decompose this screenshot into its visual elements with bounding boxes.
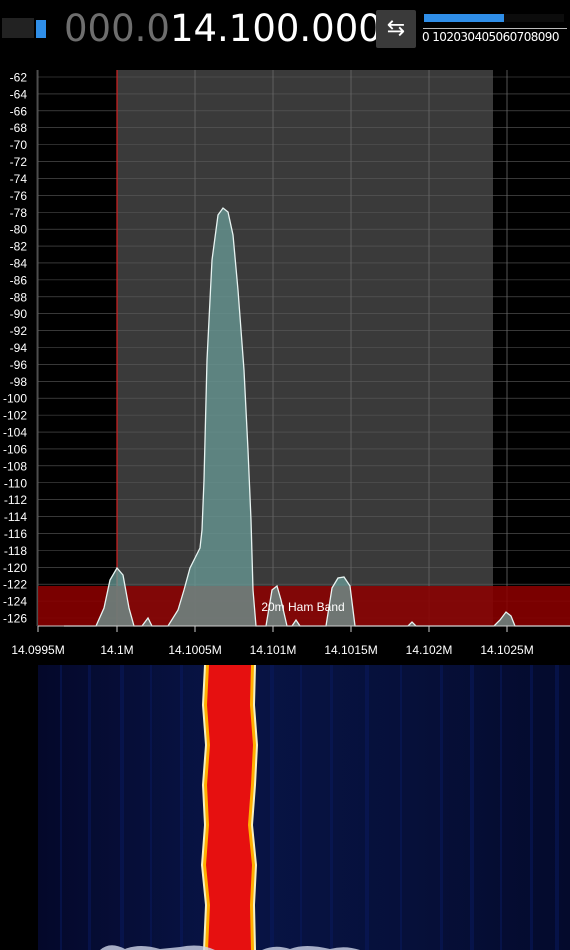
passband-region[interactable] xyxy=(117,70,493,626)
y-tick-label: -98 xyxy=(10,375,28,389)
band-label: 20m Ham Band xyxy=(261,600,344,614)
waterfall-noise-stripe xyxy=(555,665,559,950)
y-tick-label: -62 xyxy=(10,71,28,85)
swap-arrows-icon: ⇆ xyxy=(386,16,406,41)
y-tick-label: -102 xyxy=(3,409,27,423)
x-tick-label: 14.1005M xyxy=(168,643,221,657)
y-tick-label: -110 xyxy=(4,476,27,490)
y-tick-label: -66 xyxy=(10,104,28,118)
y-tick-label: -74 xyxy=(10,172,28,186)
waterfall-noise-stripe xyxy=(150,665,152,950)
x-tick-label: 14.101M xyxy=(250,643,297,657)
y-tick-label: -118 xyxy=(4,544,27,558)
y-tick-label: -100 xyxy=(3,392,27,406)
y-tick-label: -70 xyxy=(10,138,28,152)
y-tick-label: -112 xyxy=(4,493,27,507)
x-tick-label: 14.1015M xyxy=(324,643,377,657)
y-tick-label: -122 xyxy=(3,578,27,592)
waterfall-noise-stripe xyxy=(400,665,402,950)
waterfall-noise-stripe xyxy=(530,665,533,950)
waterfall-noise-stripe xyxy=(470,665,474,950)
frequency-leading-digits[interactable]: 000.0 xyxy=(64,7,170,50)
y-tick-label: -126 xyxy=(3,612,27,626)
waterfall-noise-stripe xyxy=(270,665,274,950)
y-tick-label: -72 xyxy=(10,155,28,169)
y-tick-label: -116 xyxy=(4,527,27,541)
waterfall-noise-stripe xyxy=(365,665,369,950)
waterfall-signal-core xyxy=(206,665,253,950)
y-tick-label: -78 xyxy=(10,206,28,220)
x-tick-label: 14.1025M xyxy=(480,643,533,657)
y-tick-label: -104 xyxy=(3,426,27,440)
y-tick-label: -108 xyxy=(3,459,27,473)
spectrum-plot[interactable]: 20m Ham Band -62 -64 -66 -68 -70 -72 -74 -76 -78… xyxy=(0,60,570,665)
x-tick-label: 14.102M xyxy=(406,643,453,657)
y-tick-label: -84 xyxy=(10,256,28,270)
y-tick-label: -90 xyxy=(10,307,28,321)
y-tick-label: -88 xyxy=(10,290,28,304)
waterfall-noise-stripe xyxy=(330,665,333,950)
waterfall-noise-stripe xyxy=(440,665,443,950)
waterfall-noise-stripe xyxy=(60,665,62,950)
y-tick-label: -82 xyxy=(10,240,28,254)
y-tick-label: -64 xyxy=(10,87,28,101)
vfo-slider-thumb[interactable] xyxy=(36,20,46,38)
volume-scale-labels: 0 102030405060708090 xyxy=(422,30,559,44)
swap-button[interactable]: ⇆ xyxy=(376,10,416,48)
frequency-digits[interactable]: 14.100.000 xyxy=(169,7,382,50)
y-tick-label: -92 xyxy=(10,324,28,338)
y-tick-label: -76 xyxy=(10,189,28,203)
volume-level xyxy=(424,14,504,22)
waterfall-display[interactable] xyxy=(0,665,570,950)
y-tick-label: -68 xyxy=(10,121,28,135)
volume-scale xyxy=(423,22,567,29)
y-tick-label: -120 xyxy=(3,561,27,575)
waterfall-noise-stripe xyxy=(120,665,124,950)
x-tick-label: 14.0995M xyxy=(11,643,64,657)
y-tick-label: -80 xyxy=(10,223,28,237)
frequency-display[interactable]: 000.014.100.000 xyxy=(64,5,382,53)
y-tick-label: -106 xyxy=(3,442,27,456)
waterfall-noise-bottom xyxy=(100,945,360,950)
waterfall-noise-stripe xyxy=(180,665,183,950)
waterfall-noise-stripe xyxy=(500,665,502,950)
x-tick-label: 14.1M xyxy=(100,643,133,657)
top-bar: 000.014.100.000 ⇆ 0 102030405060708090 xyxy=(0,0,570,60)
y-tick-label: -114 xyxy=(4,510,27,524)
y-tick-label: -86 xyxy=(10,273,28,287)
waterfall-noise-stripe xyxy=(300,665,302,950)
y-tick-label: -124 xyxy=(3,595,27,609)
y-tick-label: -94 xyxy=(10,341,28,355)
waterfall-noise-stripe xyxy=(88,665,91,950)
spectrum-trace-fill xyxy=(64,208,570,626)
y-tick-label: -96 xyxy=(10,358,28,372)
vfo-slider-track[interactable] xyxy=(2,18,34,38)
